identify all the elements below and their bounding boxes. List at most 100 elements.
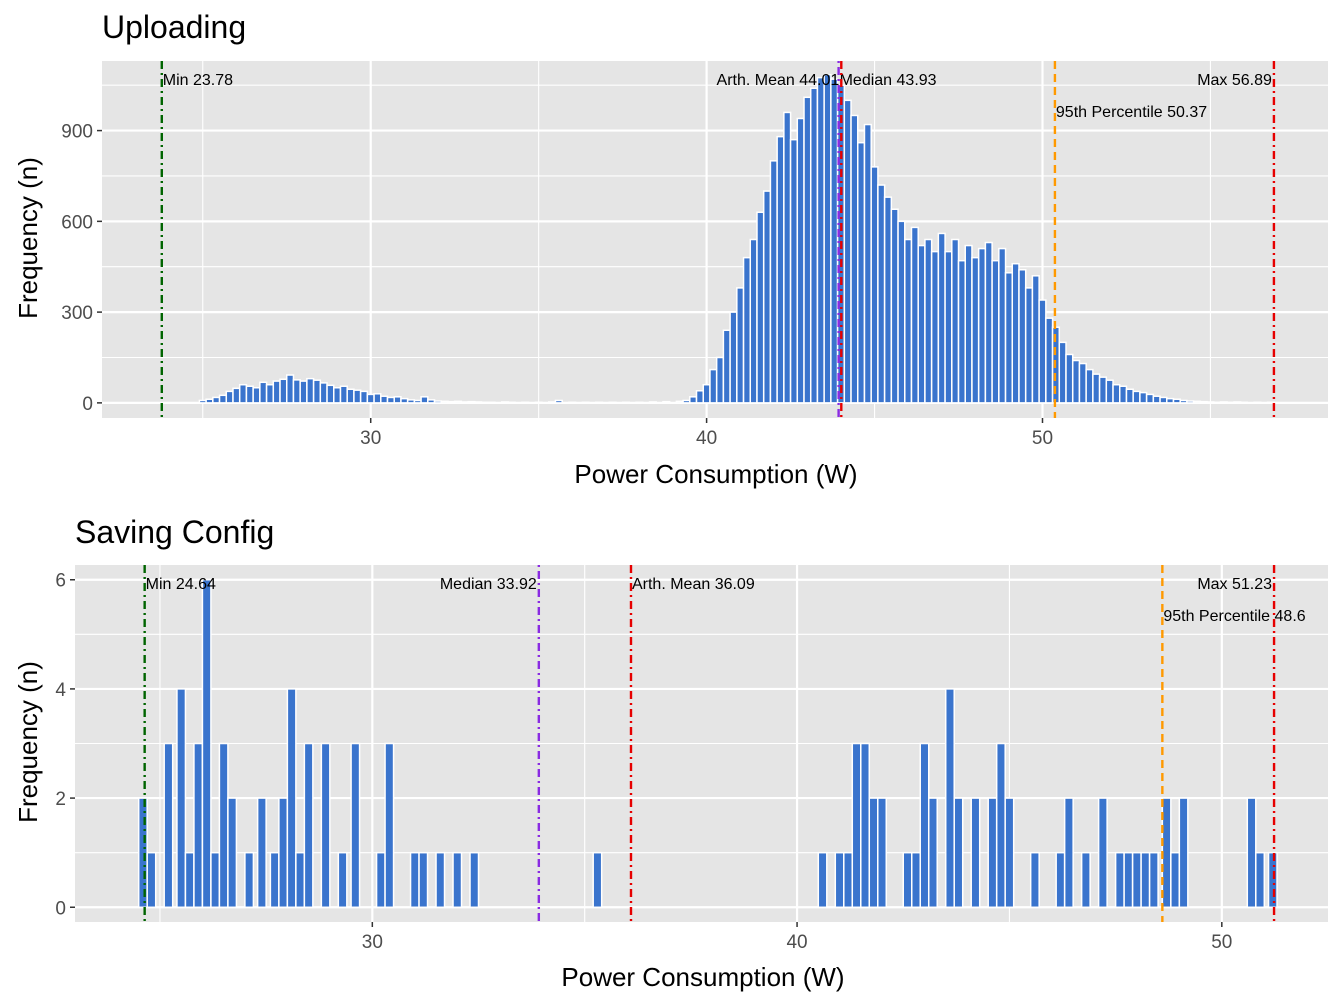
histogram-bar xyxy=(420,396,429,404)
histogram-bar xyxy=(944,250,953,404)
histogram-bar xyxy=(1161,797,1172,909)
histogram-bar xyxy=(1152,395,1161,404)
histogram-bar xyxy=(796,117,805,404)
histogram-bar xyxy=(1112,383,1121,404)
histogram-bar xyxy=(1131,851,1142,909)
chart-title: Saving Config xyxy=(75,514,274,550)
histogram-bar xyxy=(1024,287,1034,404)
histogram-bar xyxy=(292,379,301,404)
histogram-bar xyxy=(547,401,557,404)
histogram-bar xyxy=(474,401,483,404)
histogram-bar xyxy=(146,851,157,909)
histogram-bar xyxy=(695,390,704,404)
histogram-bar xyxy=(393,396,402,404)
x-axis-title: Power Consumption (W) xyxy=(574,459,857,489)
y-tick-label: 300 xyxy=(61,303,93,324)
histogram-bar xyxy=(863,123,872,404)
reference-line-label: 95th Percentile 48.6 xyxy=(1163,608,1305,625)
histogram-bar xyxy=(890,208,899,404)
histogram-bar xyxy=(319,382,328,404)
histogram-bar xyxy=(1213,401,1222,404)
histogram-bar xyxy=(877,184,886,404)
histogram-bar xyxy=(1255,851,1266,909)
histogram-bar xyxy=(924,238,933,404)
histogram-bar xyxy=(944,688,955,909)
reference-line-label: Arth. Mean 44.01 xyxy=(717,72,840,89)
x-tick-label: 30 xyxy=(360,428,381,449)
histogram-bar xyxy=(467,400,476,404)
histogram-bar xyxy=(453,400,463,404)
histogram-bar xyxy=(971,256,980,404)
histogram-bar xyxy=(857,141,866,404)
y-axis-title: Frequency (n) xyxy=(13,157,43,319)
histogram-bar xyxy=(970,797,981,909)
histogram-bar xyxy=(413,399,422,404)
histogram-bar xyxy=(1011,262,1020,404)
histogram-bar xyxy=(1118,385,1128,404)
histogram-bar xyxy=(184,851,195,909)
histogram-bar xyxy=(1186,400,1195,404)
histogram-bar xyxy=(1097,797,1108,909)
histogram-bar xyxy=(1058,341,1067,404)
histogram-bar xyxy=(1125,388,1134,404)
histogram-bar xyxy=(137,797,148,909)
histogram-bar xyxy=(715,356,725,404)
histogram-bar xyxy=(850,114,859,404)
histogram-bar xyxy=(1029,851,1040,909)
histogram-bar xyxy=(285,374,295,404)
y-tick-label: 0 xyxy=(55,898,66,919)
histogram-bar xyxy=(803,96,812,404)
histogram-bar xyxy=(380,395,389,404)
y-axis: 0 300 600 900 xyxy=(61,122,102,415)
histogram-bar xyxy=(259,381,268,404)
histogram-bar xyxy=(1004,797,1015,909)
histogram-bar xyxy=(648,401,657,404)
histogram-bar xyxy=(245,385,254,404)
plot-panel xyxy=(102,61,1328,418)
histogram-bar xyxy=(218,394,228,404)
reference-line-label: Max 51.23 xyxy=(1197,576,1272,593)
histogram-bar xyxy=(433,400,442,404)
histogram-bar xyxy=(736,287,745,404)
histogram-bar xyxy=(225,390,234,404)
histogram-bar xyxy=(991,259,1000,404)
histogram-bar xyxy=(386,396,395,404)
histogram-bar xyxy=(337,851,348,909)
histogram-bar xyxy=(1178,797,1189,909)
histogram-bar xyxy=(957,259,966,404)
histogram-bar xyxy=(682,399,691,404)
histogram-bar xyxy=(278,797,289,909)
histogram-bar xyxy=(256,797,267,909)
y-tick-label: 4 xyxy=(55,680,66,701)
histogram-bar xyxy=(359,390,369,404)
chart-saving-config: Saving Config Min 24.64 Median 33.92 Arth.… xyxy=(13,514,1328,992)
x-tick-label: 30 xyxy=(362,932,383,953)
histogram-bar xyxy=(1038,299,1047,404)
histogram-bar xyxy=(977,247,987,404)
histogram-bar xyxy=(608,401,617,404)
histogram-bar xyxy=(987,797,998,909)
histogram-bar xyxy=(762,190,772,404)
histogram-bar xyxy=(689,396,698,404)
histogram-bar xyxy=(440,400,449,404)
histogram-bar xyxy=(1065,353,1074,404)
histogram-bar xyxy=(339,385,348,404)
x-axis-title: Power Consumption (W) xyxy=(561,962,844,992)
histogram-bar xyxy=(883,196,893,404)
histogram-bar xyxy=(326,384,335,404)
histogram-bar xyxy=(1199,400,1208,404)
reference-line-label: Arth. Mean 36.09 xyxy=(632,576,755,593)
chart-title: Uploading xyxy=(102,9,246,45)
histogram-bar xyxy=(238,383,248,404)
histogram-bar xyxy=(897,220,906,404)
histogram-bar xyxy=(534,401,543,404)
histogram-bar xyxy=(1045,317,1054,404)
y-tick-label: 900 xyxy=(61,122,93,143)
histogram-bar xyxy=(272,380,281,404)
histogram-bar xyxy=(1226,401,1235,404)
histogram-bar xyxy=(902,851,913,909)
histogram-bar xyxy=(487,401,496,404)
histogram-bar xyxy=(1078,362,1087,404)
histogram-bar xyxy=(910,851,921,909)
histogram-bar xyxy=(375,851,386,909)
